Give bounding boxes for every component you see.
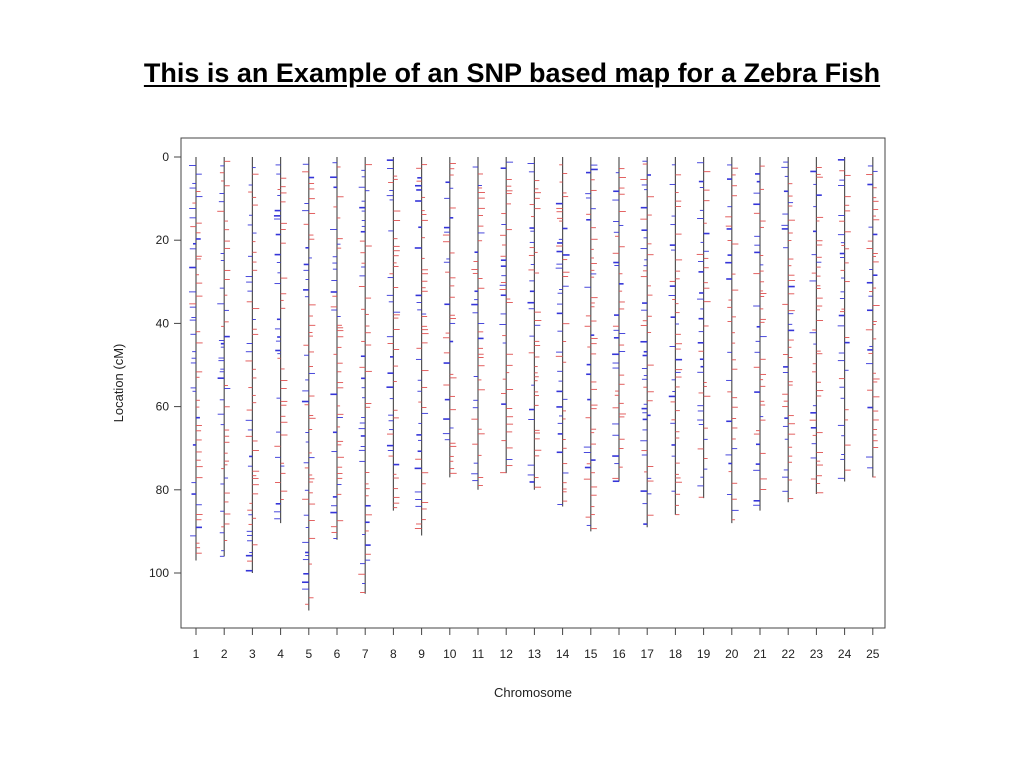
chromosome-18 bbox=[668, 157, 683, 516]
chromosome-8 bbox=[386, 157, 401, 511]
x-tick-label: 13 bbox=[528, 647, 542, 661]
y-tick-label: 100 bbox=[149, 566, 169, 580]
x-tick-label: 16 bbox=[612, 647, 626, 661]
x-tick-label: 20 bbox=[725, 647, 739, 661]
chromosome-17 bbox=[640, 157, 655, 528]
chromosome-12 bbox=[499, 157, 514, 474]
chromosome-5 bbox=[301, 157, 316, 611]
chromosome-13 bbox=[527, 157, 542, 490]
chromosome-19 bbox=[696, 157, 711, 499]
chromosome-24 bbox=[837, 157, 851, 482]
x-axis-title: Chromosome bbox=[494, 685, 572, 700]
y-tick-label: 0 bbox=[162, 150, 169, 164]
x-tick-label: 6 bbox=[334, 647, 341, 661]
chromosome-3 bbox=[245, 157, 260, 573]
chromosome-group bbox=[189, 157, 880, 611]
chromosome-21 bbox=[753, 157, 767, 511]
x-tick-label: 5 bbox=[305, 647, 312, 661]
chromosome-20 bbox=[725, 157, 739, 524]
y-tick-label: 40 bbox=[156, 316, 170, 330]
chromosome-1 bbox=[189, 157, 203, 561]
x-tick-label: 14 bbox=[556, 647, 570, 661]
x-tick-label: 2 bbox=[221, 647, 228, 661]
chromosome-23 bbox=[809, 157, 824, 494]
x-tick-label: 23 bbox=[810, 647, 824, 661]
x-tick-label: 10 bbox=[443, 647, 457, 661]
chromosome-15 bbox=[583, 157, 598, 532]
x-tick-label: 17 bbox=[641, 647, 655, 661]
chromosome-14 bbox=[555, 157, 570, 507]
plot-frame bbox=[180, 137, 886, 629]
chromosome-6 bbox=[330, 157, 344, 540]
chromosome-7 bbox=[358, 157, 373, 594]
x-tick-label: 18 bbox=[669, 647, 683, 661]
x-tick-label: 15 bbox=[584, 647, 598, 661]
x-tick-label: 19 bbox=[697, 647, 711, 661]
chromosome-25 bbox=[865, 157, 880, 478]
y-tick-label: 80 bbox=[156, 483, 170, 497]
x-tick-label: 21 bbox=[753, 647, 767, 661]
chromosome-10 bbox=[442, 157, 457, 478]
y-axis-title: Location (cM) bbox=[111, 344, 126, 423]
x-tick-label: 4 bbox=[277, 647, 284, 661]
chromosome-11 bbox=[471, 157, 485, 490]
y-tick-label: 60 bbox=[156, 400, 170, 414]
x-tick-label: 22 bbox=[782, 647, 796, 661]
x-tick-label: 7 bbox=[362, 647, 369, 661]
x-tick-label: 1 bbox=[193, 647, 200, 661]
x-tick-label: 25 bbox=[866, 647, 880, 661]
x-tick-label: 9 bbox=[418, 647, 425, 661]
x-tick-label: 11 bbox=[472, 647, 485, 661]
chromosome-9 bbox=[414, 157, 429, 536]
y-axis: 0 20 40 60 80 100 bbox=[149, 150, 181, 580]
y-tick-label: 20 bbox=[156, 233, 170, 247]
x-tick-label: 24 bbox=[838, 647, 852, 661]
chromosome-22 bbox=[781, 157, 796, 503]
slide-title: This is an Example of an SNP based map f… bbox=[143, 58, 881, 88]
chromosome-2 bbox=[217, 157, 231, 557]
x-axis: 1 2 3 4 5 6 7 8 9 10 11 12 13 14 15 16 17 18 19 20 21 22 23 24 2… bbox=[193, 628, 880, 661]
x-tick-label: 3 bbox=[249, 647, 256, 661]
x-tick-label: 12 bbox=[500, 647, 514, 661]
chromosome-16 bbox=[612, 157, 626, 483]
x-tick-label: 8 bbox=[390, 647, 397, 661]
chromosome-4 bbox=[273, 157, 288, 524]
